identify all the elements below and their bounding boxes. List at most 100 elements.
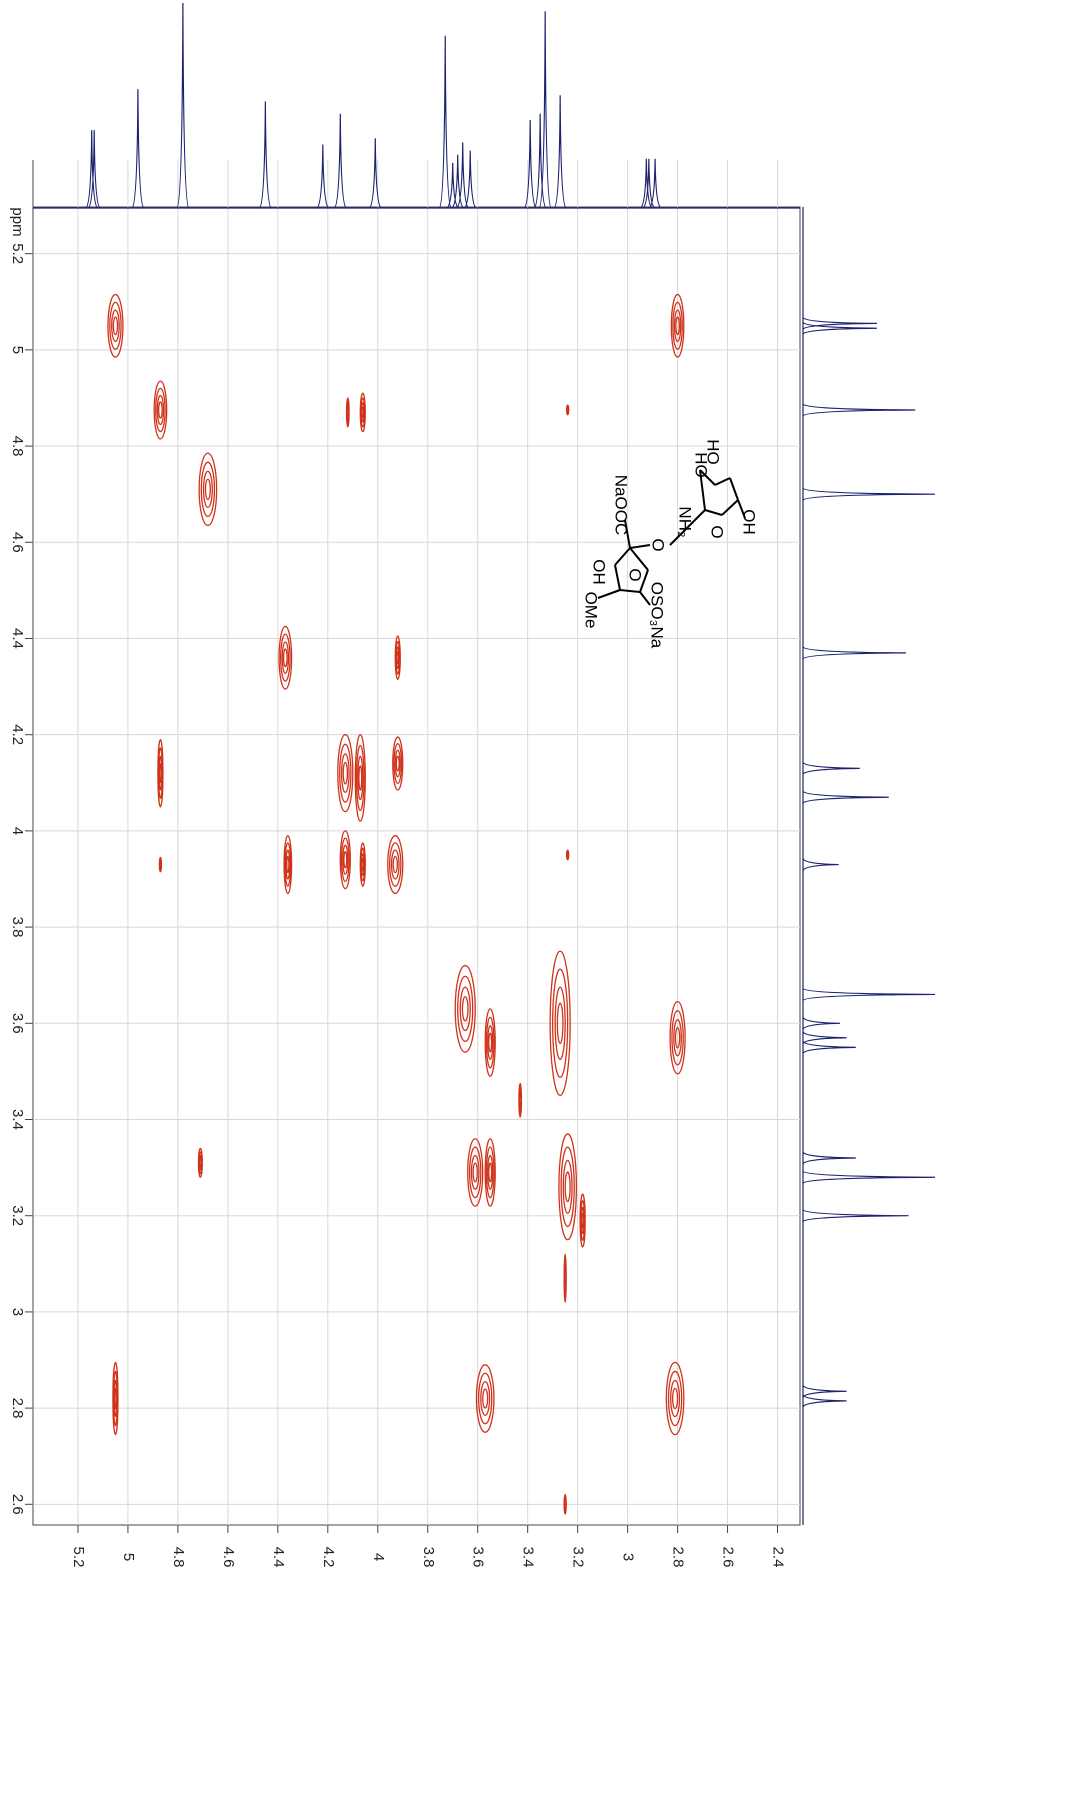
- right-spectrum-peak: [802, 316, 877, 330]
- cross-peak-contour: [480, 1381, 491, 1416]
- cross-peak-contour: [472, 1162, 478, 1183]
- cross-peak-contour: [109, 301, 122, 350]
- cross-peak-contour: [155, 387, 166, 433]
- cross-peak-contour: [202, 470, 213, 509]
- top-spectrum-peak: [648, 158, 662, 209]
- cross-peak-contour: [667, 1370, 683, 1427]
- y-tick-label: 4.4: [9, 628, 26, 649]
- right-spectrum-peak: [802, 987, 936, 1001]
- structure-label: OH: [740, 509, 759, 535]
- bond: [737, 499, 746, 519]
- structure-label: OSO₃Na: [648, 582, 667, 649]
- right-spectrum-peak: [802, 858, 839, 871]
- top-spectrum-peak: [446, 162, 460, 209]
- top-spectrum-peak: [538, 11, 552, 209]
- top-spectrum-peak: [553, 95, 567, 209]
- plot-frame: [32, 206, 801, 1526]
- cross-peak-contour: [485, 1016, 495, 1069]
- bond: [729, 477, 739, 501]
- cross-peak-contour: [484, 1008, 496, 1077]
- cross-peak-contour: [556, 1002, 564, 1045]
- y-tick-label: 2.6: [9, 1494, 26, 1515]
- cross-peak-contour: [394, 749, 401, 778]
- cross-peak-contour: [673, 1019, 682, 1057]
- cross-peak-contour: [485, 1146, 495, 1199]
- right-spectrum-peak: [802, 1040, 856, 1054]
- y-tick-label: 3: [9, 1308, 26, 1316]
- right-spectrum-peak: [802, 487, 936, 501]
- bond: [614, 547, 631, 566]
- cross-peak-contour: [468, 1146, 482, 1199]
- bond: [597, 589, 621, 599]
- x-tick-label: 3.2: [570, 1547, 587, 1568]
- cross-peak-contour: [477, 1372, 493, 1425]
- top-spectrum-peak: [639, 158, 653, 209]
- x-tick-label: 2.8: [670, 1547, 687, 1568]
- cross-peak-contour: [674, 1026, 681, 1049]
- structure-label: HO: [692, 452, 711, 478]
- y-tick-label: 3.2: [9, 1205, 26, 1226]
- cross-peak-contour: [342, 844, 349, 875]
- cross-peak-contour: [284, 842, 292, 887]
- x-tick-label: 4.4: [270, 1547, 287, 1568]
- cross-peak-contour: [111, 309, 120, 343]
- top-spectrum-peak: [368, 138, 382, 209]
- y-tick-label: 5.2: [9, 243, 26, 264]
- top-spectrum-peak: [463, 150, 477, 209]
- cross-peak-contour: [204, 478, 211, 501]
- x-tick-label: 2.4: [770, 1547, 787, 1568]
- x-tick-label: 5.2: [70, 1547, 87, 1568]
- cross-peak-contour: [198, 452, 218, 527]
- cross-peak-contour: [343, 851, 348, 869]
- cross-peak-contour: [566, 407, 570, 413]
- y-tick-label: 3.4: [9, 1109, 26, 1130]
- cross-peak-contour: [282, 648, 288, 668]
- cross-peak-contour: [339, 830, 351, 890]
- cross-peak-contour: [280, 633, 291, 682]
- right-spectrum-peak: [802, 646, 906, 660]
- cross-peak-contour: [581, 1212, 585, 1229]
- cross-peak-contour: [396, 651, 400, 665]
- x-tick-label: 4.8: [170, 1547, 187, 1568]
- cross-peak-contour: [281, 641, 290, 675]
- cross-peak-contour: [153, 380, 168, 440]
- cross-peak-contour: [392, 736, 404, 791]
- x-tick-label: 3.6: [470, 1547, 487, 1568]
- cross-peak-contour: [671, 1010, 684, 1066]
- bond: [699, 469, 706, 511]
- cross-peak-contour: [158, 401, 163, 419]
- cross-peak-contour: [672, 301, 683, 350]
- y-tick-label: 3.6: [9, 1013, 26, 1034]
- cross-peak-contour: [112, 316, 119, 336]
- x-tick-label: 3.4: [520, 1547, 537, 1568]
- x-tick-label: 5: [120, 1553, 137, 1561]
- cross-peak-contour: [671, 1387, 679, 1410]
- right-spectrum-peak: [802, 1031, 847, 1045]
- top-spectrum-peak: [87, 130, 101, 209]
- cross-peak-contour: [392, 855, 399, 874]
- y-tick-label: 4.2: [9, 724, 26, 745]
- cross-peak-contour: [158, 861, 162, 868]
- bond: [619, 589, 641, 593]
- cross-peak-contour: [286, 855, 290, 874]
- cross-peak-contour: [670, 293, 685, 358]
- cross-peak-contour: [285, 849, 291, 880]
- cross-peak-contour: [457, 975, 474, 1042]
- structure-label: O: [626, 568, 645, 581]
- right-spectrum-peak: [802, 1170, 936, 1184]
- cross-peak-contour: [200, 461, 216, 518]
- bond: [624, 519, 631, 549]
- y-tick-label: 2.8: [9, 1398, 26, 1419]
- bond: [614, 564, 621, 591]
- top-spectrum-peak: [456, 142, 470, 209]
- x-tick-label: 4.2: [320, 1547, 337, 1568]
- cross-peak-contour: [470, 1154, 480, 1190]
- cross-peak-contour: [340, 753, 350, 794]
- cross-peak-contour: [488, 1032, 493, 1053]
- cross-peak-contour: [670, 1379, 681, 1418]
- cross-peak-contour: [461, 996, 469, 1022]
- y-tick-label: 4.6: [9, 532, 26, 553]
- cross-peak-contour: [388, 842, 402, 887]
- right-spectrum-peak: [802, 1151, 856, 1165]
